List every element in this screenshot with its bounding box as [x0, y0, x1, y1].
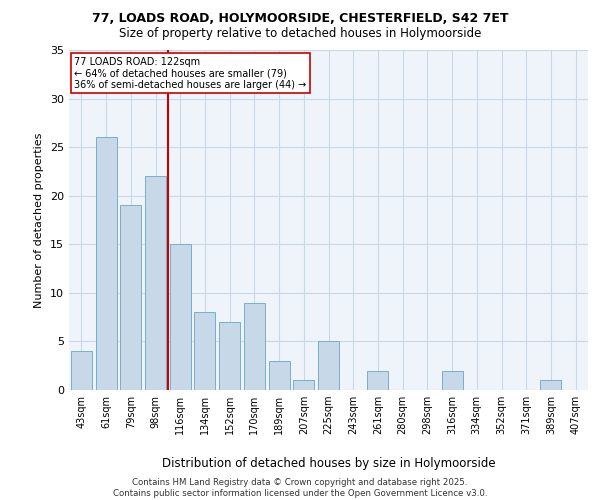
Text: Distribution of detached houses by size in Holymoorside: Distribution of detached houses by size … — [162, 458, 496, 470]
Bar — [244, 302, 265, 390]
Text: 77, LOADS ROAD, HOLYMOORSIDE, CHESTERFIELD, S42 7ET: 77, LOADS ROAD, HOLYMOORSIDE, CHESTERFIE… — [92, 12, 508, 26]
Bar — [442, 370, 463, 390]
Bar — [541, 380, 562, 390]
Bar — [194, 312, 215, 390]
Bar — [367, 370, 388, 390]
Bar — [120, 206, 141, 390]
Text: Contains HM Land Registry data © Crown copyright and database right 2025.
Contai: Contains HM Land Registry data © Crown c… — [113, 478, 487, 498]
Bar — [95, 138, 116, 390]
Text: 77 LOADS ROAD: 122sqm
← 64% of detached houses are smaller (79)
36% of semi-deta: 77 LOADS ROAD: 122sqm ← 64% of detached … — [74, 57, 307, 90]
Bar — [318, 342, 339, 390]
Bar — [293, 380, 314, 390]
Bar — [145, 176, 166, 390]
Bar — [269, 361, 290, 390]
Text: Size of property relative to detached houses in Holymoorside: Size of property relative to detached ho… — [119, 28, 481, 40]
Bar — [219, 322, 240, 390]
Bar — [71, 351, 92, 390]
Bar — [170, 244, 191, 390]
Y-axis label: Number of detached properties: Number of detached properties — [34, 132, 44, 308]
